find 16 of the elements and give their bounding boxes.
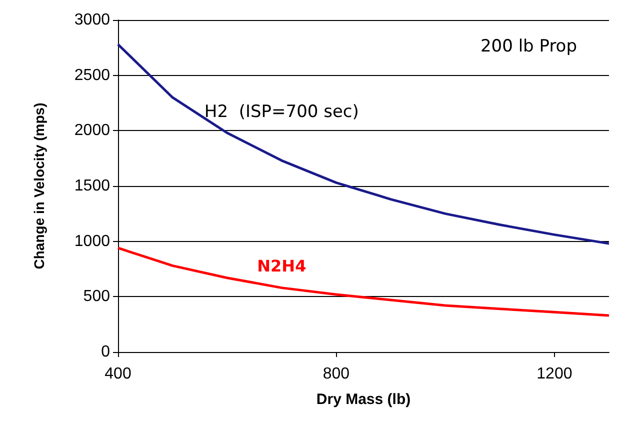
y-tick-label: 0 [101,344,110,360]
series-label: N2H4 [257,256,306,276]
y-tick-label: 2500 [74,66,110,84]
y-tick-label: 1500 [74,178,110,194]
line-series [116,246,610,317]
y-tick-label: 1000 [74,232,110,250]
annotation: 200 lb Prop [480,36,577,56]
y-tick-label: 500 [83,288,110,306]
y-axis-title: Change in Velocity (mps) [31,102,47,270]
y-tick-label: 3000 [74,12,110,28]
x-tick-label: 800 [322,366,350,382]
series-label: H2 (ISP=700 sec) [204,102,359,122]
x-tick-label: 1200 [536,366,572,382]
x-axis-title: Dry Mass (lb) [316,391,411,408]
y-tick-label: 2000 [74,122,110,140]
x-tick-label: 400 [104,366,132,382]
